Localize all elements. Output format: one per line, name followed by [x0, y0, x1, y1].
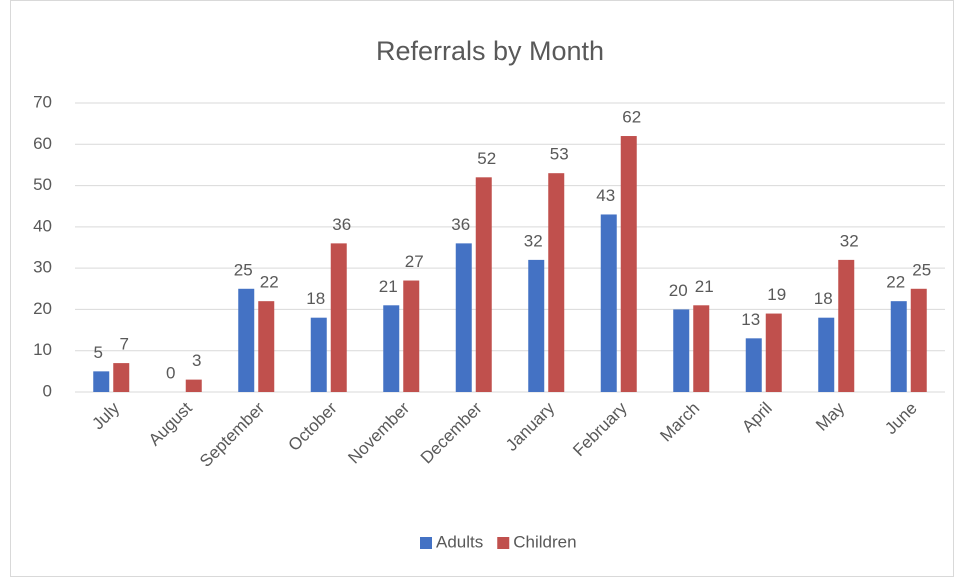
chart-title: Referrals by Month	[376, 36, 604, 66]
data-label: 13	[741, 310, 760, 329]
bar	[745, 338, 762, 392]
data-label: 27	[405, 252, 424, 271]
y-tick-label: 0	[43, 381, 52, 400]
bar	[310, 317, 327, 392]
bar	[890, 301, 907, 392]
y-tick-label: 70	[33, 92, 52, 111]
bar	[93, 371, 110, 392]
data-label: 22	[886, 273, 905, 292]
bar	[693, 305, 710, 392]
bar	[113, 363, 130, 392]
y-tick-label: 50	[33, 175, 52, 194]
data-label: 0	[166, 363, 175, 382]
bar	[403, 280, 420, 392]
y-tick-label: 20	[33, 299, 52, 318]
data-label: 32	[840, 231, 859, 250]
data-label: 52	[477, 149, 496, 168]
y-tick-label: 30	[33, 258, 52, 277]
bar	[238, 288, 255, 392]
data-label: 5	[94, 343, 103, 362]
bar	[600, 214, 617, 392]
bar	[910, 288, 927, 392]
data-label: 62	[622, 108, 641, 127]
bar	[838, 259, 855, 392]
y-tick-label: 60	[33, 134, 52, 153]
data-label: 20	[669, 281, 688, 300]
data-label: 43	[596, 186, 615, 205]
legend-swatch	[420, 537, 432, 549]
data-label: 7	[120, 335, 129, 354]
bar	[330, 243, 347, 392]
bar	[528, 259, 545, 392]
data-label: 21	[379, 277, 398, 296]
data-label: 32	[524, 231, 543, 250]
y-tick-label: 10	[33, 340, 52, 359]
data-label: 25	[912, 260, 931, 279]
data-label: 18	[814, 289, 833, 308]
data-label: 36	[451, 215, 470, 234]
bar	[475, 177, 492, 392]
bar	[818, 317, 835, 392]
bar	[620, 136, 637, 392]
bar	[383, 305, 400, 392]
data-label: 22	[260, 273, 279, 292]
legend-label: Adults	[436, 532, 483, 551]
data-label: 19	[767, 285, 786, 304]
bar	[455, 243, 472, 392]
y-tick-label: 40	[33, 216, 52, 235]
bar	[673, 309, 690, 392]
legend-swatch	[497, 537, 510, 549]
data-label: 18	[306, 289, 325, 308]
data-label: 25	[234, 260, 253, 279]
bar	[185, 379, 202, 392]
bar	[548, 173, 565, 392]
data-label: 3	[192, 351, 201, 370]
data-label: 21	[695, 277, 714, 296]
bar	[765, 313, 782, 392]
data-label: 53	[550, 145, 569, 164]
data-label: 36	[332, 215, 351, 234]
bar	[258, 301, 275, 392]
legend-label: Children	[513, 532, 576, 551]
